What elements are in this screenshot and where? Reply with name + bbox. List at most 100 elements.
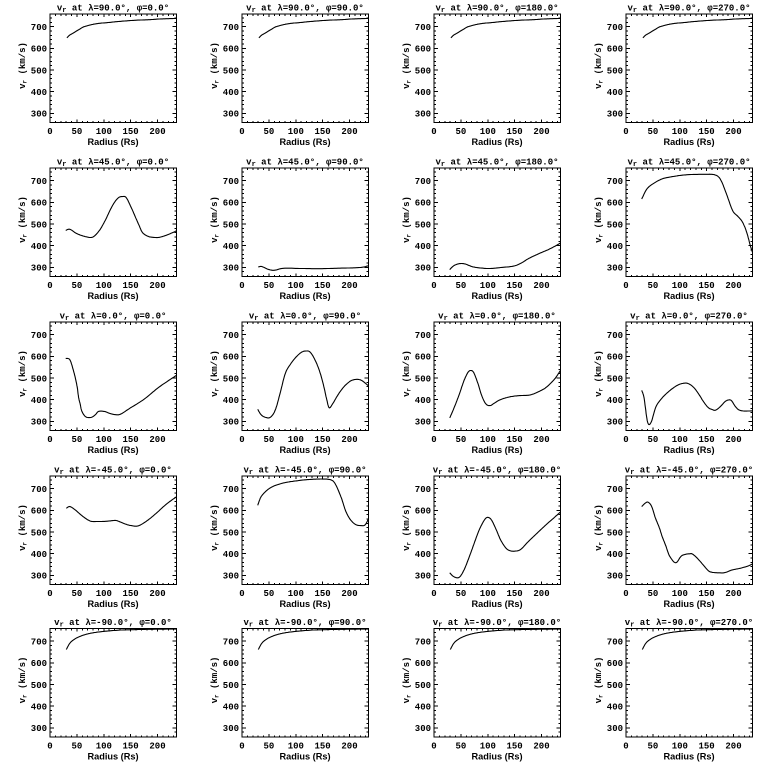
svg-text:Radius (Rs): Radius (Rs) [279,752,330,762]
svg-text:400: 400 [31,242,47,252]
svg-text:700: 700 [31,637,47,647]
svg-text:300: 300 [31,264,47,274]
svg-text:400: 400 [31,550,47,560]
svg-text:vr at λ=-90.0°, φ=180.0°: vr at λ=-90.0°, φ=180.0° [433,618,561,630]
svg-text:0: 0 [47,435,52,445]
svg-text:vr at λ=0.0°, φ=270.0°: vr at λ=0.0°, φ=270.0° [630,312,748,324]
svg-text:150: 150 [122,589,138,599]
svg-text:300: 300 [223,724,239,734]
svg-text:vr at λ=45.0°, φ=180.0°: vr at λ=45.0°, φ=180.0° [435,158,558,170]
svg-text:vr (km/s): vr (km/s) [402,504,413,551]
svg-text:vr at λ=-45.0°, φ=180.0°: vr at λ=-45.0°, φ=180.0° [433,466,561,478]
svg-text:200: 200 [533,742,549,752]
svg-text:150: 150 [314,742,330,752]
svg-text:200: 200 [341,589,357,599]
svg-text:300: 300 [31,724,47,734]
svg-text:700: 700 [223,177,239,187]
svg-text:150: 150 [314,281,330,291]
svg-text:0: 0 [47,589,52,599]
svg-text:400: 400 [223,88,239,98]
svg-text:400: 400 [607,88,623,98]
svg-text:700: 700 [31,331,47,341]
svg-text:150: 150 [506,281,522,291]
svg-text:Radius (Rs): Radius (Rs) [279,599,330,609]
svg-text:vr (km/s): vr (km/s) [594,657,605,704]
svg-text:500: 500 [607,220,623,230]
svg-text:Radius (Rs): Radius (Rs) [87,137,138,147]
svg-text:100: 100 [288,127,304,137]
svg-text:0: 0 [239,435,244,445]
svg-text:100: 100 [480,435,496,445]
svg-text:200: 200 [149,127,165,137]
svg-text:300: 300 [607,110,623,120]
svg-text:600: 600 [607,353,623,363]
svg-text:100: 100 [96,281,112,291]
svg-text:200: 200 [341,435,357,445]
svg-text:300: 300 [607,418,623,428]
svg-text:150: 150 [698,589,714,599]
svg-text:150: 150 [698,742,714,752]
svg-text:100: 100 [96,589,112,599]
svg-text:vr (km/s): vr (km/s) [402,350,413,397]
svg-text:vr at λ=45.0°, φ=90.0°: vr at λ=45.0°, φ=90.0° [246,158,364,170]
svg-text:600: 600 [607,45,623,55]
svg-text:50: 50 [71,742,82,752]
svg-text:100: 100 [288,435,304,445]
svg-text:vr (km/s): vr (km/s) [594,42,605,89]
svg-text:700: 700 [607,485,623,495]
svg-text:0: 0 [47,742,52,752]
svg-text:400: 400 [415,550,431,560]
svg-text:vr (km/s): vr (km/s) [210,42,221,89]
svg-text:600: 600 [607,199,623,209]
svg-text:50: 50 [455,127,466,137]
svg-text:0: 0 [47,127,52,137]
svg-text:vr (km/s): vr (km/s) [402,657,413,704]
svg-text:700: 700 [31,177,47,187]
svg-text:100: 100 [480,742,496,752]
svg-text:0: 0 [623,589,628,599]
svg-text:Radius (Rs): Radius (Rs) [663,752,714,762]
svg-text:700: 700 [223,485,239,495]
svg-text:400: 400 [607,242,623,252]
svg-text:vr (km/s): vr (km/s) [210,657,221,704]
svg-text:vr (km/s): vr (km/s) [18,350,29,397]
svg-text:200: 200 [341,281,357,291]
svg-text:500: 500 [607,66,623,76]
svg-text:200: 200 [149,435,165,445]
svg-text:100: 100 [672,589,688,599]
svg-text:vr (km/s): vr (km/s) [594,350,605,397]
svg-text:vr at λ=45.0°, φ=270.0°: vr at λ=45.0°, φ=270.0° [627,158,750,170]
svg-text:50: 50 [455,281,466,291]
svg-text:vr at λ=45.0°, φ=0.0°: vr at λ=45.0°, φ=0.0° [57,158,169,170]
svg-text:100: 100 [480,589,496,599]
svg-text:0: 0 [623,742,628,752]
svg-text:600: 600 [31,507,47,517]
svg-text:600: 600 [31,45,47,55]
svg-text:vr at λ=-90.0°, φ=270.0°: vr at λ=-90.0°, φ=270.0° [625,618,753,630]
svg-text:vr at λ=0.0°, φ=0.0°: vr at λ=0.0°, φ=0.0° [60,312,167,324]
svg-text:0: 0 [623,435,628,445]
svg-text:0: 0 [431,742,436,752]
svg-text:400: 400 [223,702,239,712]
svg-text:500: 500 [31,66,47,76]
svg-text:600: 600 [223,507,239,517]
svg-text:500: 500 [607,528,623,538]
svg-text:400: 400 [31,702,47,712]
svg-text:500: 500 [223,681,239,691]
svg-text:700: 700 [415,331,431,341]
svg-text:300: 300 [223,418,239,428]
svg-text:300: 300 [31,110,47,120]
svg-text:700: 700 [415,177,431,187]
svg-text:700: 700 [607,23,623,33]
svg-text:300: 300 [223,572,239,582]
svg-text:700: 700 [415,637,431,647]
svg-text:50: 50 [263,589,274,599]
svg-text:700: 700 [415,485,431,495]
svg-text:vr at λ=-90.0°, φ=90.0°: vr at λ=-90.0°, φ=90.0° [243,618,366,630]
svg-text:100: 100 [672,435,688,445]
svg-text:600: 600 [223,659,239,669]
svg-text:50: 50 [263,435,274,445]
svg-text:150: 150 [122,127,138,137]
svg-text:600: 600 [415,659,431,669]
svg-text:Radius (Rs): Radius (Rs) [471,137,522,147]
